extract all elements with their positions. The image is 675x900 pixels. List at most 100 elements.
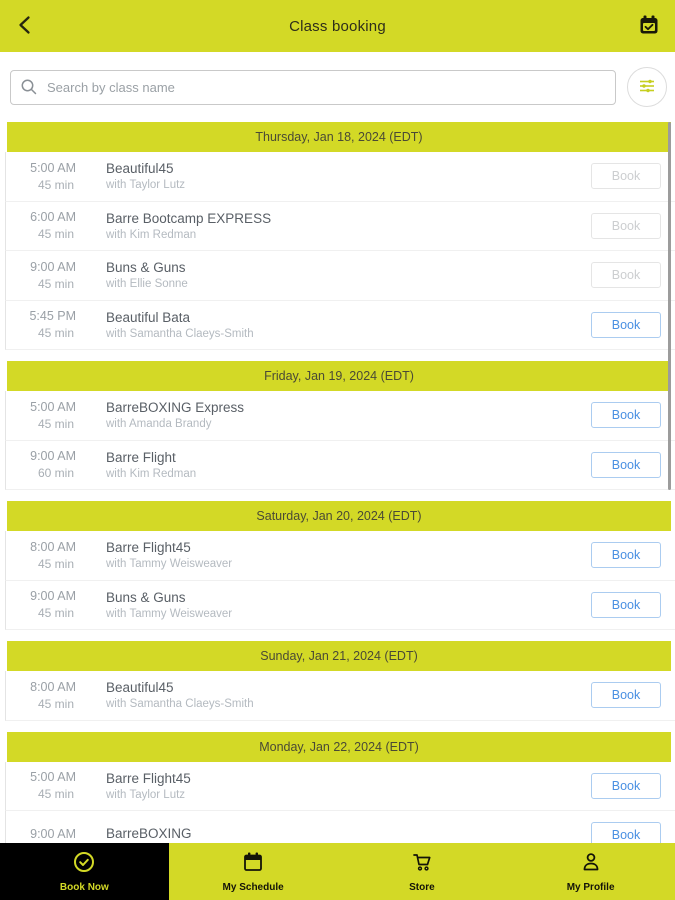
nav-label: My Profile	[566, 882, 615, 893]
day-section: Monday, Jan 22, 2024 (EDT) 5:00 AM 45 min B…	[0, 731, 675, 843]
class-row[interactable]: 9:00 AM 45 min Buns & Guns with Ellie Sonne…	[5, 251, 675, 301]
class-duration: 45 min	[37, 556, 74, 571]
scrollbar[interactable]	[668, 122, 671, 490]
class-name: BarreBOXING Express	[106, 400, 245, 416]
filter-sliders-icon	[638, 78, 656, 97]
day-section: Saturday, Jan 20, 2024 (EDT) 8:00 AM 45 mi…	[0, 501, 675, 630]
class-row[interactable]: 9:00 AM BarreBOXING Book	[5, 811, 675, 843]
book-button[interactable]: Book	[591, 542, 661, 569]
class-row[interactable]: 6:00 AM 45 min Barre Bootcamp EXPRESS with …	[5, 201, 675, 251]
class-info-column: Barre Flight45 with Taylor Lutz	[106, 771, 591, 801]
search-input[interactable]	[10, 69, 616, 105]
page-title: Class booking	[289, 17, 386, 35]
class-info-column: BarreBOXING Express with Amanda Brandy	[106, 400, 591, 430]
class-row[interactable]: 9:00 AM 45 min Buns & Guns with Tammy Weisw…	[5, 580, 675, 630]
class-duration: 45 min	[37, 227, 74, 242]
back-button[interactable]	[10, 10, 42, 42]
class-info-column: Buns & Guns with Ellie Sonne	[106, 260, 591, 290]
book-button: Book	[591, 262, 661, 289]
class-row[interactable]: 5:00 AM 45 min Barre Flight45 with Taylor L…	[5, 761, 675, 811]
class-duration: 45 min	[37, 696, 74, 711]
search-box	[10, 69, 616, 105]
class-info-column: Barre Flight with Kim Redman	[106, 450, 591, 480]
class-row[interactable]: 8:00 AM 45 min Barre Flight45 with Tammy We…	[5, 531, 675, 581]
class-instructor: with Amanda Brandy	[106, 418, 212, 431]
class-instructor: with Samantha Claeys-Smith	[106, 698, 254, 711]
book-button[interactable]: Book	[591, 311, 661, 338]
class-time-column: 5:45 PM 45 min	[16, 309, 76, 340]
nav-tab-book-now[interactable]: Book Now	[0, 843, 169, 900]
class-time-column: 9:00 AM 45 min	[16, 260, 76, 291]
class-duration: 60 min	[37, 466, 74, 481]
class-time-column: 9:00 AM 60 min	[16, 449, 76, 480]
class-instructor: with Kim Redman	[106, 467, 197, 480]
class-name: Barre Flight45	[106, 770, 191, 786]
search-section	[0, 52, 675, 122]
book-button[interactable]: Book	[591, 822, 661, 843]
class-name: Barre Bootcamp EXPRESS	[106, 210, 272, 226]
class-info-column: BarreBOXING	[106, 826, 591, 843]
book-button[interactable]: Book	[591, 402, 661, 429]
class-info-column: Barre Flight45 with Tammy Weisweaver	[106, 540, 591, 570]
class-instructor: with Taylor Lutz	[106, 179, 186, 192]
book-button[interactable]: Book	[591, 772, 661, 799]
book-button[interactable]: Book	[591, 591, 661, 618]
class-duration: 45 min	[37, 606, 74, 621]
person-icon	[579, 850, 603, 879]
book-button: Book	[591, 163, 661, 190]
class-time: 9:00 AM	[30, 589, 76, 604]
class-name: Beautiful45	[106, 680, 174, 696]
class-name: Beautiful Bata	[106, 309, 191, 325]
filter-button[interactable]	[627, 67, 667, 107]
day-section: Friday, Jan 19, 2024 (EDT) 5:00 AM 45 min B…	[0, 361, 675, 490]
class-name: Buns & Guns	[106, 589, 186, 605]
class-time-column: 8:00 AM 45 min	[16, 540, 76, 571]
booking-calendar-button[interactable]	[633, 10, 665, 42]
book-button[interactable]: Book	[591, 451, 661, 478]
class-row[interactable]: 9:00 AM 60 min Barre Flight with Kim Redman…	[5, 440, 675, 490]
class-row[interactable]: 5:00 AM 45 min BarreBOXING Express with Ama…	[5, 391, 675, 441]
class-time: 8:00 AM	[30, 679, 76, 694]
class-time: 5:00 AM	[30, 399, 76, 414]
class-info-column: Beautiful45 with Taylor Lutz	[106, 161, 591, 191]
class-info-column: Barre Bootcamp EXPRESS with Kim Redman	[106, 211, 591, 241]
class-row[interactable]: 5:00 AM 45 min Beautiful45 with Taylor Lutz…	[5, 152, 675, 202]
class-instructor: with Tammy Weisweaver	[106, 607, 233, 620]
class-time: 5:45 PM	[29, 309, 76, 324]
class-instructor: with Ellie Sonne	[106, 278, 188, 291]
class-time: 9:00 AM	[30, 449, 76, 464]
class-row[interactable]: 5:45 PM 45 min Beautiful Bata with Samantha…	[5, 300, 675, 350]
nav-tab-my-profile[interactable]: My Profile	[506, 843, 675, 900]
class-name: Buns & Guns	[106, 260, 186, 276]
class-time: 5:00 AM	[30, 770, 76, 785]
day-header: Friday, Jan 19, 2024 (EDT)	[7, 361, 671, 391]
class-row[interactable]: 8:00 AM 45 min Beautiful45 with Samantha Cl…	[5, 671, 675, 721]
nav-label: My Schedule	[222, 882, 284, 893]
calendar-check-icon	[637, 13, 661, 40]
check-circle-icon	[72, 850, 96, 879]
day-header: Thursday, Jan 18, 2024 (EDT)	[7, 122, 671, 152]
back-chevron-icon	[13, 12, 39, 41]
class-duration: 45 min	[37, 326, 74, 341]
day-header: Monday, Jan 22, 2024 (EDT)	[7, 731, 671, 762]
class-info-column: Buns & Guns with Tammy Weisweaver	[106, 590, 591, 620]
class-instructor: with Kim Redman	[106, 228, 197, 241]
nav-tab-my-schedule[interactable]: My Schedule	[169, 843, 338, 900]
bottom-navigation: Book Now My Schedule Store	[0, 843, 675, 900]
day-header: Sunday, Jan 21, 2024 (EDT)	[7, 641, 671, 671]
nav-tab-store[interactable]: Store	[338, 843, 507, 900]
class-time-column: 5:00 AM 45 min	[16, 161, 76, 192]
class-duration: 45 min	[37, 177, 74, 192]
class-instructor: with Taylor Lutz	[106, 788, 186, 801]
class-name: Beautiful45	[106, 161, 174, 177]
book-button[interactable]: Book	[591, 682, 661, 709]
top-bar: Class booking	[0, 0, 675, 52]
class-time: 6:00 AM	[30, 210, 76, 225]
search-icon	[20, 78, 38, 101]
class-time: 9:00 AM	[30, 826, 76, 841]
class-instructor: with Tammy Weisweaver	[106, 558, 233, 571]
class-time: 8:00 AM	[30, 539, 76, 554]
cart-icon	[410, 850, 434, 879]
class-time-column: 8:00 AM 45 min	[16, 680, 76, 711]
